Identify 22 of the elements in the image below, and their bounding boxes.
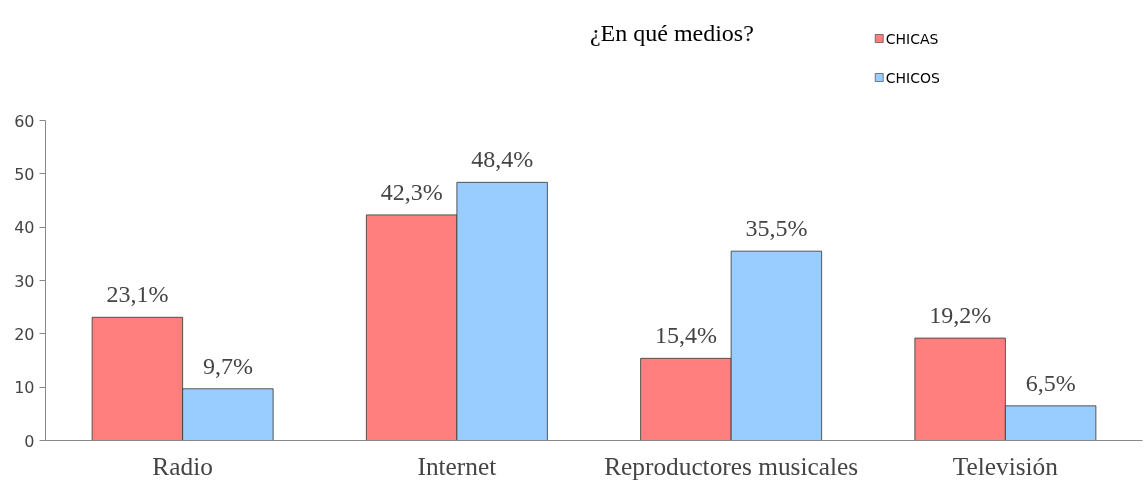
y-tick-label: 30 [14,271,35,291]
legend-label: CHICAS [885,30,939,47]
x-tick-label: Reproductores musicales [604,451,859,480]
x-tick-label: Radio [152,451,213,480]
data-label: 15,4% [654,322,717,349]
data-label: 42,3% [380,178,443,205]
y-tick-label: 20 [14,324,35,344]
data-label: 9,7% [202,352,253,379]
y-tick-label: 0 [24,431,35,451]
data-label: 35,5% [745,215,808,242]
y-tick-label: 60 [14,111,35,131]
data-label: 23,1% [106,281,169,308]
y-tick-label: 50 [14,164,35,184]
data-label: 6,5% [1025,369,1076,396]
data-label: 48,4% [471,146,534,173]
x-tick-label: Internet [417,451,497,480]
legend-label: CHICOS [885,69,941,86]
data-label: 19,2% [929,302,992,329]
y-tick-label: 40 [14,218,35,238]
y-tick-label: 10 [14,378,35,398]
x-tick-label: Televisión [952,451,1059,480]
chart-title: ¿En qué medios? [589,19,754,46]
